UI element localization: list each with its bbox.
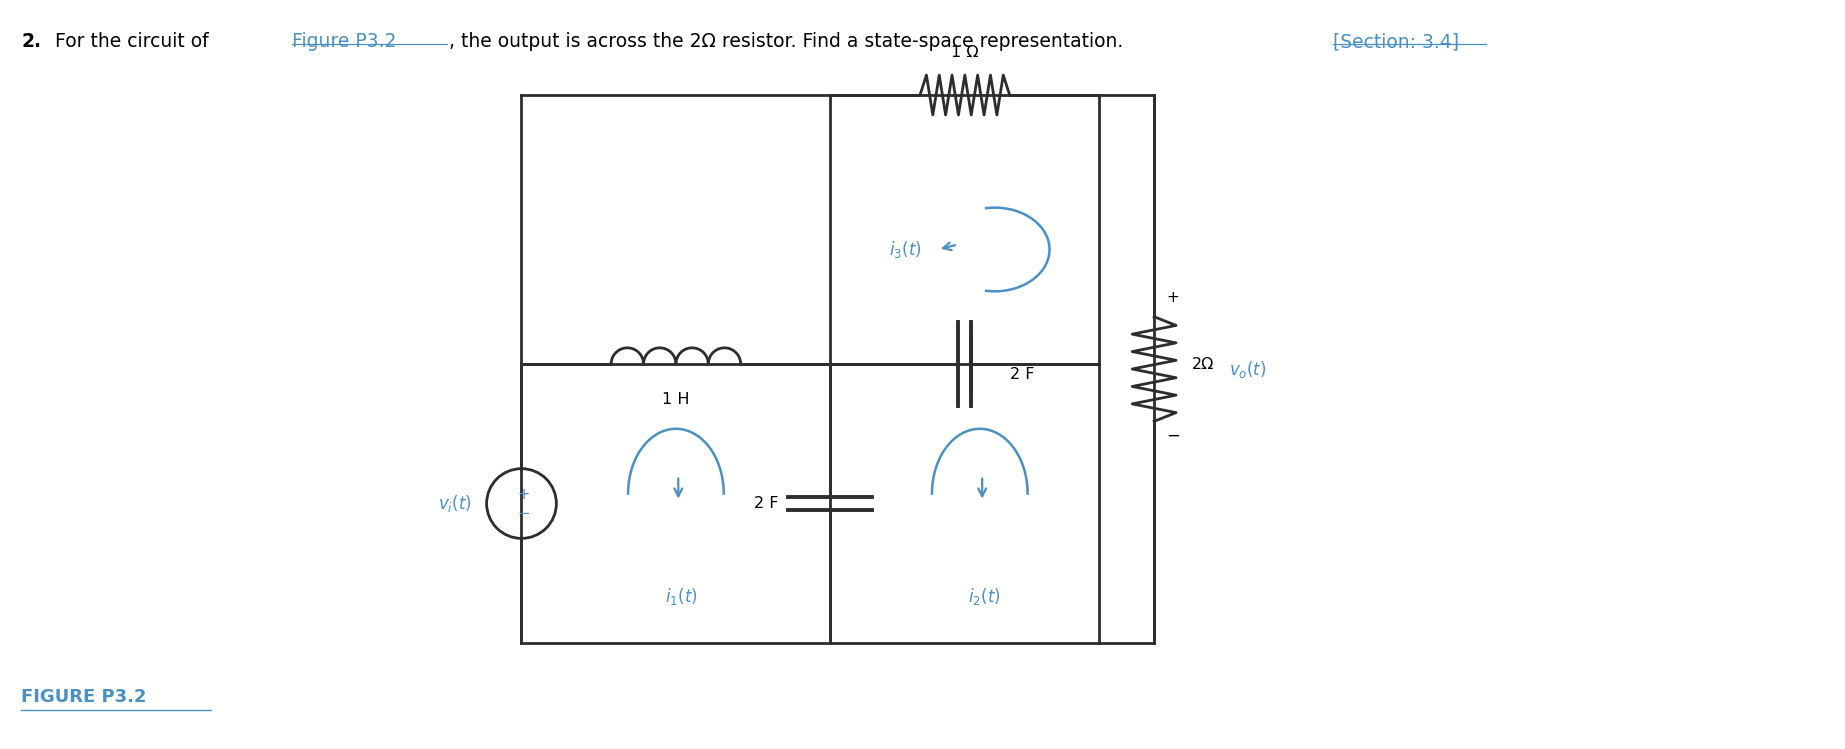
Text: FIGURE P3.2: FIGURE P3.2 <box>22 688 148 706</box>
Text: +: + <box>1166 290 1179 305</box>
Text: −: − <box>1166 426 1181 444</box>
Text: −: − <box>517 506 530 521</box>
Text: Figure P3.2: Figure P3.2 <box>292 32 397 51</box>
Text: 2Ω: 2Ω <box>1192 357 1214 372</box>
Text: $i_3(t)$: $i_3(t)$ <box>889 239 922 260</box>
Text: $v_o(t)$: $v_o(t)$ <box>1229 359 1266 380</box>
Text: +: + <box>517 487 530 502</box>
Text: $i_2(t)$: $i_2(t)$ <box>969 586 1002 607</box>
Text: 1 H: 1 H <box>662 392 690 407</box>
Text: For the circuit of: For the circuit of <box>55 32 214 51</box>
Text: 2 F: 2 F <box>1009 366 1035 381</box>
Text: $v_i(t)$: $v_i(t)$ <box>437 493 472 514</box>
Text: [Section: 3.4]: [Section: 3.4] <box>1334 32 1459 51</box>
Text: , the output is across the 2Ω resistor. Find a state-space representation.: , the output is across the 2Ω resistor. … <box>448 32 1129 51</box>
Text: 1 Ω: 1 Ω <box>950 45 978 60</box>
Text: 2.: 2. <box>22 32 41 51</box>
Text: $i_1(t)$: $i_1(t)$ <box>664 586 697 607</box>
Text: 2 F: 2 F <box>755 496 779 511</box>
